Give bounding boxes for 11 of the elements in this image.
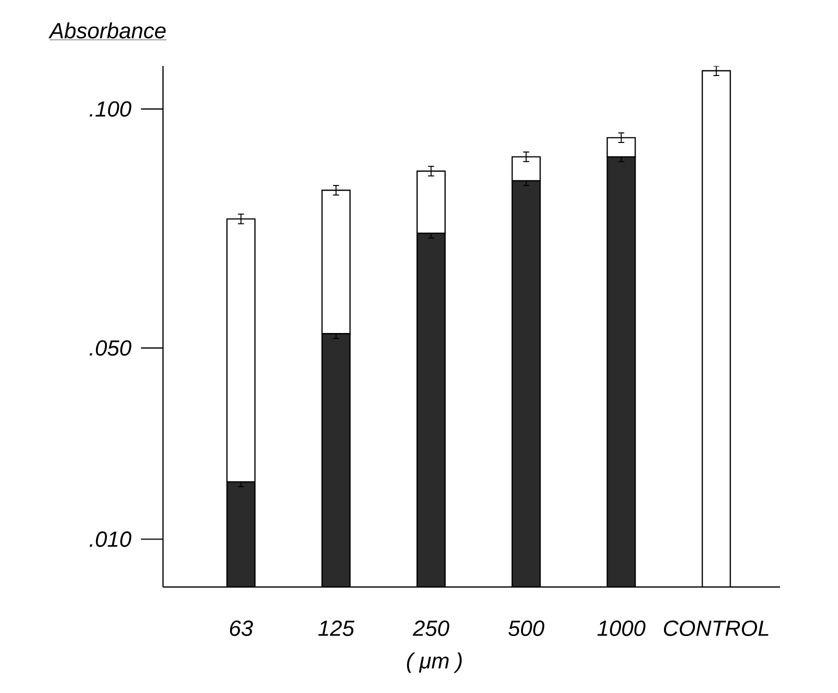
x-tick-label: 125 — [318, 620, 354, 636]
y-tick-label: .100 — [90, 101, 132, 117]
y-tick-label: .010 — [90, 531, 132, 547]
x-tick-label: 500 — [508, 620, 544, 636]
x-tick-label: 1000 — [597, 620, 646, 636]
x-tick-label: 250 — [412, 620, 450, 636]
y-axis-title: Absorbance — [48, 22, 166, 38]
y-tick-label: .050 — [90, 340, 132, 356]
x-tick-label: CONTROL — [664, 620, 768, 636]
x-tick-label: 63 — [230, 620, 253, 636]
x-axis-title: ( μm ) — [407, 652, 462, 673]
